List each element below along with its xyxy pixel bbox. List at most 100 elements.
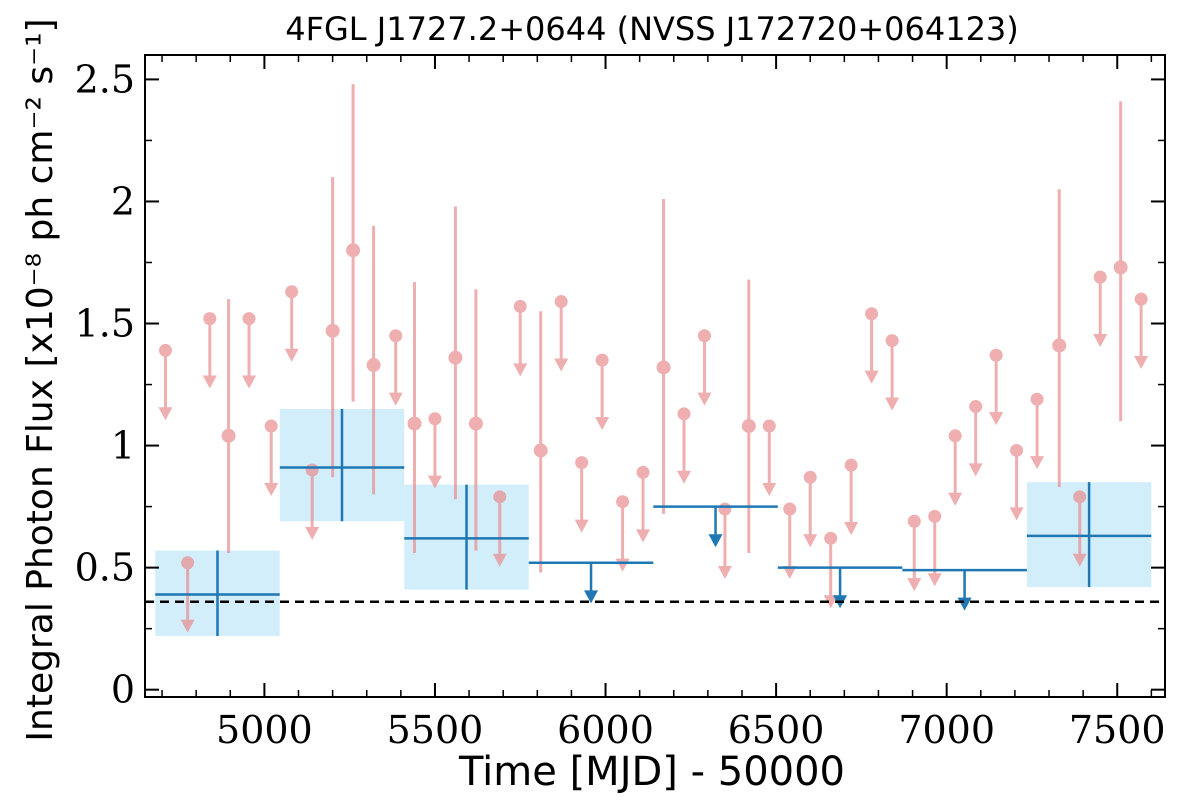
short-bin-point-8	[656, 360, 671, 375]
short-bin-point-9	[741, 419, 756, 434]
short-bin-upper-limit-point-16	[677, 407, 691, 421]
short-bin-upper-limit-point-35	[1134, 292, 1148, 306]
y-tick-label-1: 0.5	[75, 546, 135, 590]
short-bin-upper-limit-arrow-28	[948, 492, 963, 506]
short-bin-point-3	[366, 358, 381, 373]
y-tick-label-2: 1	[111, 424, 135, 468]
short-bin-upper-limit-arrow-9	[492, 553, 507, 567]
short-bin-upper-limit-point-10	[513, 299, 527, 313]
short-bin-upper-limit-point-0	[158, 343, 172, 357]
short-bin-series	[158, 84, 1149, 633]
short-bin-upper-limit-arrow-24	[864, 370, 879, 384]
y-axis-label: Integral Photon Flux [x10⁻⁸ ph cm⁻² s⁻¹]	[20, 18, 61, 741]
short-bin-upper-limit-arrow-20	[782, 565, 797, 579]
short-bin-upper-limit-point-34	[1093, 270, 1107, 284]
short-bin-upper-limit-arrow-15	[636, 529, 651, 543]
short-bin-point-2	[346, 243, 361, 258]
short-bin-upper-limit-point-7	[389, 329, 403, 343]
chart-title: 4FGL J1727.2+0644 (NVSS J172720+064123)	[285, 10, 1019, 48]
short-bin-point-11	[1113, 260, 1128, 275]
short-bin-upper-limit-arrow-30	[989, 412, 1004, 426]
y-tick-label-0: 0	[111, 668, 135, 712]
short-bin-point-10	[1052, 338, 1067, 353]
short-bin-upper-limit-point-22	[824, 531, 838, 545]
short-bin-upper-limit-point-12	[575, 456, 589, 470]
plot-frame	[144, 54, 1166, 698]
short-bin-upper-limit-point-19	[762, 419, 776, 433]
short-bin-upper-limit-point-5	[285, 285, 299, 299]
x-tick-label-0: 5000	[216, 708, 313, 752]
x-tick-label-3: 6500	[728, 708, 825, 752]
x-tick-label-2: 6000	[557, 708, 654, 752]
short-bin-point-7	[533, 443, 548, 458]
short-bin-upper-limit-point-6	[305, 463, 319, 477]
short-bin-upper-limit-arrow-32	[1030, 456, 1045, 470]
short-bin-upper-limit-point-8	[428, 412, 442, 426]
short-bin-upper-limit-arrow-26	[907, 578, 922, 592]
short-bin-upper-limit-point-11	[554, 295, 568, 309]
long-bin-upper-limit-arrow-0	[584, 590, 599, 604]
short-bin-upper-limit-point-26	[907, 514, 921, 528]
long-bin-upper-limit-arrow-3	[957, 597, 972, 611]
short-bin-upper-limit-point-25	[885, 334, 899, 348]
short-bin-upper-limit-arrow-16	[676, 470, 691, 484]
short-bin-upper-limit-point-4	[264, 419, 278, 433]
short-bin-upper-limit-arrow-14	[615, 558, 630, 572]
short-bin-point-5	[448, 350, 463, 365]
short-bin-upper-limit-point-20	[783, 502, 797, 516]
plot-area	[145, 84, 1165, 636]
short-bin-upper-limit-point-27	[928, 509, 942, 523]
short-bin-upper-limit-arrow-35	[1134, 356, 1149, 370]
short-bin-upper-limit-point-9	[493, 490, 507, 504]
y-tick-label-5: 2.5	[75, 57, 135, 101]
short-bin-upper-limit-arrow-31	[1009, 507, 1024, 521]
short-bin-upper-limit-point-18	[718, 502, 732, 516]
short-bin-upper-limit-arrow-2	[202, 375, 217, 389]
short-bin-upper-limit-arrow-27	[927, 573, 942, 587]
short-bin-upper-limit-arrow-1	[180, 619, 195, 633]
short-bin-upper-limit-arrow-33	[1072, 553, 1087, 567]
y-tick-label-3: 1.5	[75, 302, 135, 346]
x-axis-label: Time [MJD] - 50000	[458, 749, 845, 795]
short-bin-upper-limit-point-32	[1030, 392, 1044, 406]
short-bin-point-6	[468, 416, 483, 431]
short-bin-upper-limit-point-30	[989, 348, 1003, 362]
short-bin-upper-limit-arrow-22	[823, 595, 838, 609]
short-bin-point-4	[407, 416, 422, 431]
short-bin-upper-limit-arrow-8	[427, 475, 442, 489]
short-bin-upper-limit-arrow-5	[284, 348, 299, 362]
short-bin-point-1	[325, 323, 340, 338]
short-bin-upper-limit-point-2	[203, 312, 217, 326]
short-bin-upper-limit-point-1	[181, 556, 195, 570]
x-tick-label-4: 7000	[898, 708, 995, 752]
short-bin-upper-limit-point-29	[969, 400, 983, 414]
short-bin-upper-limit-point-33	[1073, 490, 1087, 504]
short-bin-point-0	[221, 428, 236, 443]
short-bin-upper-limit-arrow-34	[1093, 334, 1108, 348]
short-bin-upper-limit-point-14	[616, 495, 630, 509]
short-bin-upper-limit-arrow-21	[803, 534, 818, 548]
short-bin-upper-limit-arrow-23	[844, 522, 859, 536]
short-bin-upper-limit-point-23	[844, 458, 858, 472]
x-tick-label-5: 7500	[1069, 708, 1166, 752]
short-bin-upper-limit-point-15	[636, 465, 650, 479]
short-bin-upper-limit-arrow-29	[968, 463, 983, 477]
x-tick-label-1: 5500	[387, 708, 484, 752]
short-bin-upper-limit-arrow-12	[574, 519, 589, 533]
short-bin-upper-limit-arrow-10	[513, 363, 528, 377]
short-bin-upper-limit-arrow-3	[242, 375, 257, 389]
short-bin-upper-limit-point-3	[242, 312, 256, 326]
short-bin-upper-limit-point-24	[865, 307, 879, 321]
short-bin-upper-limit-point-13	[595, 353, 609, 367]
short-bin-upper-limit-arrow-7	[388, 392, 403, 406]
short-bin-upper-limit-point-17	[697, 329, 711, 343]
long-bin-upper-limit-arrow-1	[708, 534, 723, 548]
short-bin-upper-limit-point-28	[948, 429, 962, 443]
short-bin-upper-limit-arrow-25	[885, 397, 900, 411]
short-bin-upper-limit-arrow-11	[554, 358, 569, 372]
plot-series-group	[145, 84, 1165, 636]
short-bin-upper-limit-point-21	[803, 470, 817, 484]
short-bin-upper-limit-arrow-0	[158, 407, 173, 421]
short-bin-upper-limit-point-31	[1010, 443, 1024, 457]
